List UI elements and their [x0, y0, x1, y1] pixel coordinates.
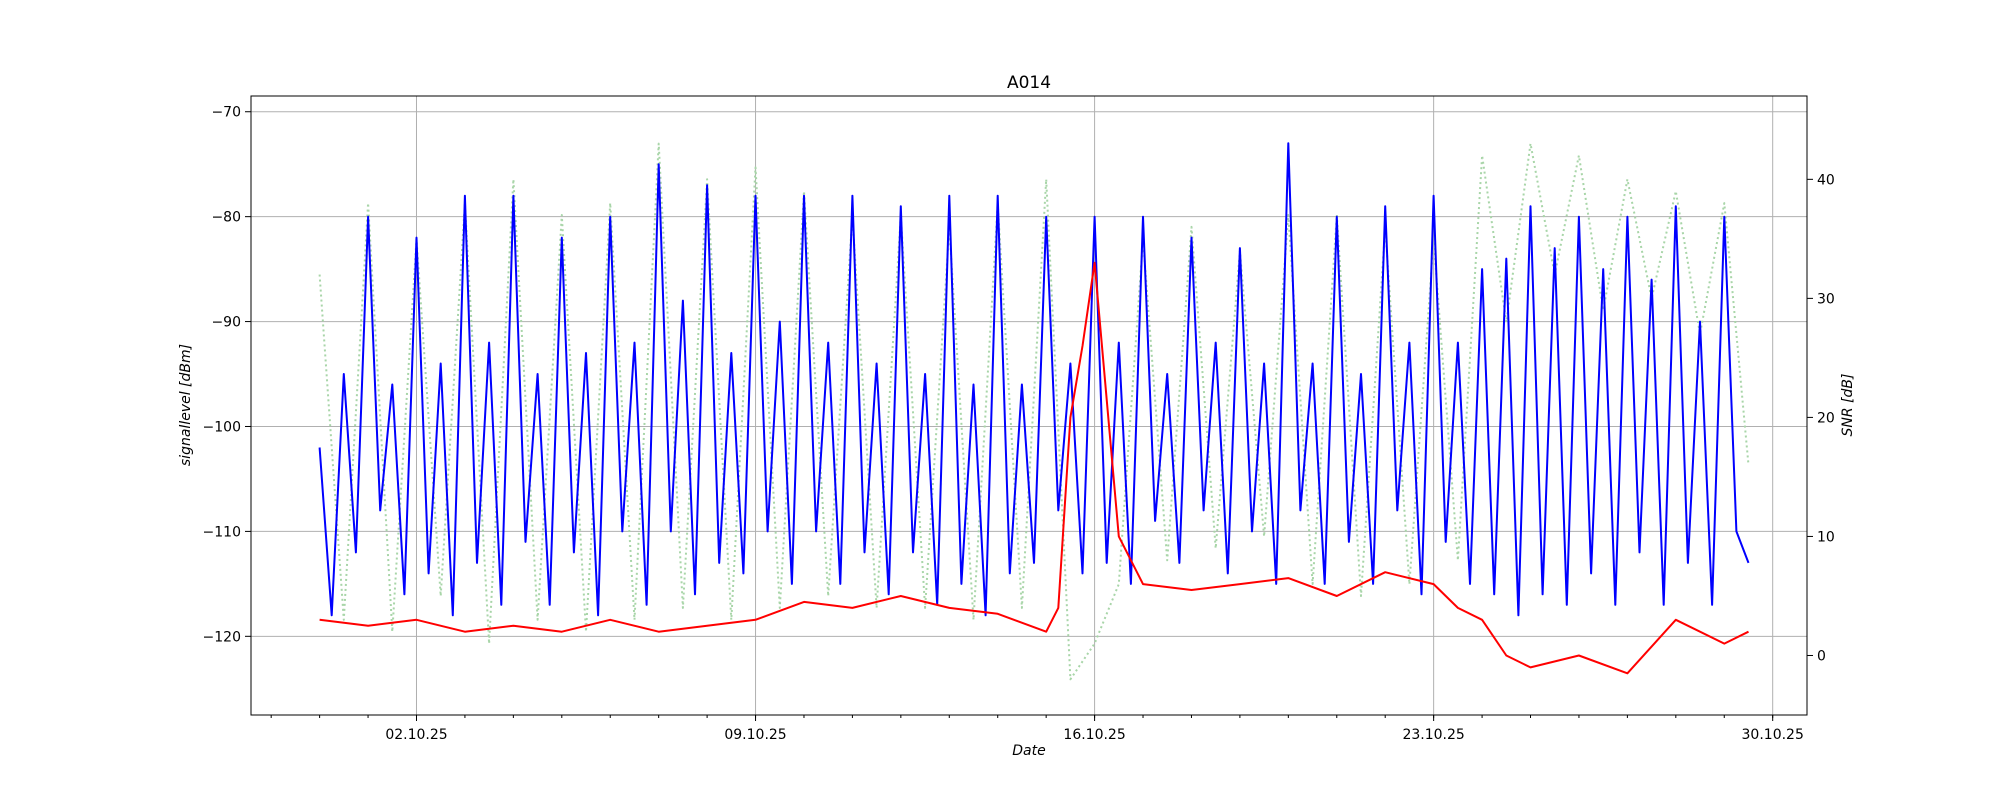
y-left-tick-label: −120 [203, 629, 241, 645]
x-tick-label: 30.10.25 [1742, 727, 1804, 743]
y-axis-right-label: SNR [dB] [1840, 374, 1856, 437]
y-axis-left-label: signallevel [dBm] [178, 344, 194, 466]
plot-frame [250, 95, 1808, 716]
series-layer [318, 142, 1750, 681]
y-left-tick-label: −100 [203, 419, 241, 435]
y-left-tick-label: −70 [211, 105, 241, 121]
y-right-tick-label: 30 [1817, 291, 1835, 307]
series-line-snr [319, 261, 1749, 675]
y-right-tick-label: 40 [1817, 172, 1835, 188]
x-axis-label: Date [1012, 743, 1045, 759]
x-tick-label: 02.10.25 [385, 727, 447, 743]
y-left-tick-label: −80 [211, 210, 241, 226]
grid-lines [251, 96, 1807, 715]
y-left-tick-label: −110 [203, 524, 241, 540]
chart-title: A014 [1007, 73, 1051, 93]
y-axis-left-ticks: −120 −110 −100 −90 −80 −70 [203, 105, 251, 645]
series-line-signallevel [318, 142, 1750, 617]
y-left-tick-label: −90 [211, 315, 241, 331]
y-right-tick-label: 20 [1817, 410, 1835, 426]
x-axis-ticks: 02.10.25 09.10.25 16.10.25 23.10.25 30.10.25 [270, 715, 1804, 743]
y-right-tick-label: 0 [1817, 648, 1826, 664]
x-tick-label: 09.10.25 [724, 727, 786, 743]
x-tick-label: 23.10.25 [1402, 727, 1464, 743]
y-right-tick-label: 10 [1817, 529, 1835, 545]
y-axis-right-ticks: 0 10 20 30 40 [1807, 172, 1835, 664]
x-tick-label: 16.10.25 [1063, 727, 1125, 743]
